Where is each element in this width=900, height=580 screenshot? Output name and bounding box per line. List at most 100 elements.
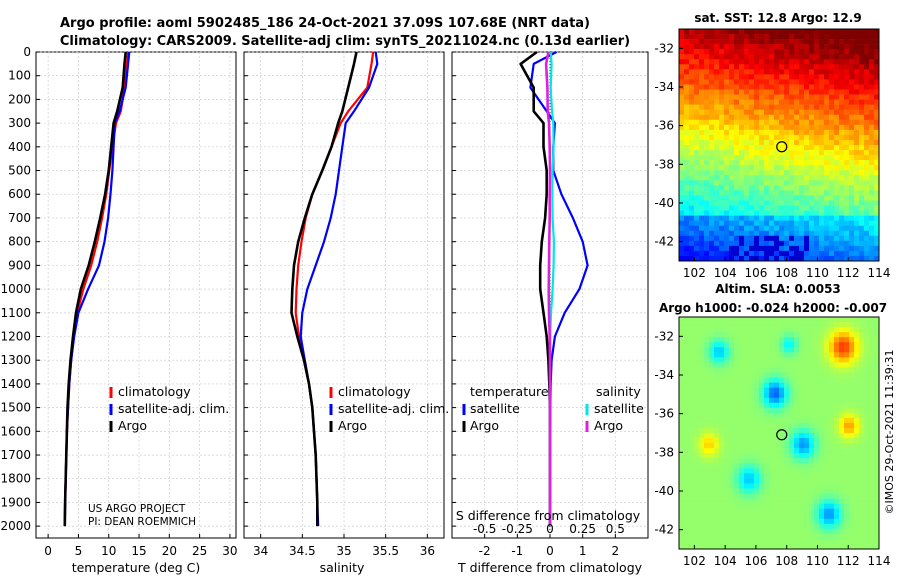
sst-cell [714,170,720,176]
sla-cell [734,493,740,499]
sla-cell [704,443,710,449]
sla-cell [774,427,780,434]
sst-cell [849,34,855,40]
sst-cell [809,150,815,156]
sst-cell [754,255,760,262]
sla-cell [854,453,860,459]
sst-cell [799,49,805,55]
sst-cell [829,165,835,171]
sst-cell [749,245,755,252]
sla-cell [679,377,685,383]
sst-cell [719,255,725,262]
sla-cell [704,533,710,540]
sst-cell [779,155,785,161]
sla-cell [734,352,740,358]
sla-cell [799,367,805,373]
sla-cell [759,488,765,494]
sst-cell [789,220,795,226]
sst-cell [719,59,725,65]
sla-cell [819,397,825,404]
sst-cell [804,124,810,131]
sla-cell [749,473,755,479]
sla-cell [679,412,685,419]
sst-cell [699,99,705,105]
sla-cell [694,543,700,550]
sst-cell [824,180,830,186]
sla-cell [799,463,805,469]
sla-cell [764,448,770,454]
sst-cell [834,160,840,166]
sst-cell [749,220,755,226]
sla-cell [799,543,805,550]
sst-cell [729,195,735,201]
sla-cell [809,443,815,449]
sla-cell [689,332,695,338]
sla-cell [699,543,705,550]
sst-cell [689,220,695,226]
sla-cell [809,402,815,409]
sst-cell [769,200,775,206]
sst-cell [714,69,720,75]
sla-cell [844,412,850,419]
sst-cell [829,99,835,105]
sla-cell [874,513,880,520]
sla-cell [859,382,865,388]
sla-cell [714,317,720,323]
sst-cell [809,79,815,85]
sst-cell [844,94,850,100]
y-tick-label: 1800 [0,472,31,486]
sla-cell [694,503,700,509]
sst-cell [709,64,715,70]
sst-cell [749,34,755,40]
sst-cell [809,175,815,181]
sla-cell [849,367,855,373]
sst-cell [854,44,860,50]
sst-cell [739,145,745,151]
sst-cell [809,69,815,75]
sla-cell [754,357,760,363]
sst-cell [824,235,830,242]
sla-cell [809,518,815,525]
sst-cell [684,54,690,60]
sst-cell [839,195,845,201]
sla-cell [689,417,695,424]
sst-cell [704,175,710,181]
sst-cell [709,165,715,171]
sla-cell [734,448,740,454]
sst-cell [864,84,870,90]
sla-cell [859,463,865,469]
sla-cell [864,367,870,373]
y-tick-label: 2000 [0,519,31,533]
sst-cell [824,185,830,191]
sst-cell [754,225,760,232]
sla-cell [839,433,845,439]
sst-cell [859,59,865,65]
sst-cell [679,235,685,242]
sla-cell [844,458,850,464]
sla-cell [729,412,735,419]
sla-cell [864,478,870,484]
sst-cell [744,79,750,85]
sla-cell [824,473,830,479]
sla-cell [769,372,775,378]
sst-cell [804,134,810,141]
sst-cell [839,59,845,65]
sla-cell [794,498,800,504]
sla-cell [874,387,880,393]
sla-cell [779,422,785,429]
sla-cell [774,478,780,484]
y-tick-label: 300 [8,116,31,130]
sst-cell [799,215,805,221]
sst-cell [869,74,875,80]
sla-cell [784,322,790,328]
sla-cell [774,453,780,459]
sla-cell [714,347,720,353]
sla-cell [844,463,850,469]
sst-cell [749,185,755,191]
sla-cell [859,538,865,545]
sst-cell [769,180,775,186]
sla-cell [689,508,695,514]
sla-cell [719,322,725,328]
sst-cell [684,39,690,45]
sla-cell [689,412,695,419]
